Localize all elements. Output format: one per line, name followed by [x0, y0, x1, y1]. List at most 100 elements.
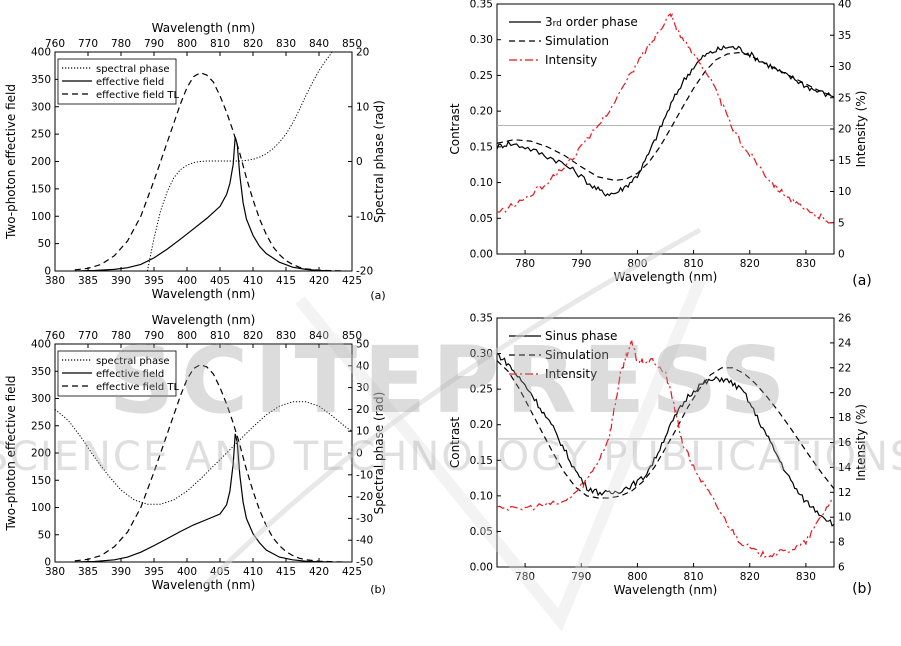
y2-axis-label: Intensity (%) — [854, 91, 868, 168]
series-line-effective-field — [74, 136, 333, 271]
x-tick-label: 390 — [111, 566, 131, 578]
x-tick-label: 410 — [243, 275, 263, 287]
y-tick-label: 0.05 — [470, 526, 493, 538]
x-tick-label: 810 — [684, 571, 704, 583]
x-tick-label: 830 — [796, 571, 816, 583]
y-tick-label: 0.35 — [470, 313, 493, 325]
y-tick-label: 100 — [31, 502, 51, 514]
legend-label: Simulation — [545, 348, 609, 362]
x-tick-label: 420 — [309, 275, 329, 287]
y-tick-label: 0.30 — [470, 348, 493, 360]
y2-tick-label: 8 — [838, 537, 845, 549]
y2-tick-label: 30 — [838, 61, 851, 73]
chart-bottom-left: 380 385 390 395 400 405 410 415 420 425Wavelength… — [4, 313, 386, 596]
top-x-tick-label: 820 — [243, 330, 263, 342]
top-x-tick-label: 830 — [276, 330, 296, 342]
y2-tick-label: 10 — [838, 512, 851, 524]
y2-tick-label: -50 — [356, 557, 373, 569]
y2-tick-label: 40 — [838, 0, 851, 11]
x-tick-label: 405 — [210, 566, 230, 578]
legend-label: spectral phase — [96, 356, 170, 367]
y2-tick-label: 22 — [838, 362, 851, 374]
y-tick-label: 0.00 — [470, 562, 493, 574]
legend-label: spectral phase — [96, 64, 170, 75]
top-x-tick-label: 790 — [144, 330, 164, 342]
top-x-tick-label: 770 — [78, 38, 98, 50]
top-x-tick-label: 840 — [309, 38, 329, 50]
x-axis-label: Wavelength (nm) — [614, 583, 718, 597]
x-tick-label: 380 — [45, 566, 65, 578]
x-tick-label: 400 — [177, 566, 197, 578]
y-tick-label: 0.25 — [470, 384, 493, 396]
legend-label: 3rd order phase — [545, 15, 638, 29]
series-line-spectral-phase — [55, 401, 352, 505]
y-tick-label: 0.05 — [470, 213, 493, 225]
y2-tick-label: 0 — [356, 448, 363, 460]
y2-axis-label: Intensity (%) — [854, 404, 868, 481]
y2-tick-label: 20 — [838, 124, 851, 136]
top-x-tick-label: 780 — [111, 330, 131, 342]
y2-tick-label: 25 — [838, 92, 851, 104]
top-x-tick-label: 850 — [342, 38, 362, 50]
x-tick-label: 820 — [740, 571, 760, 583]
y2-tick-label: 26 — [838, 313, 852, 325]
y2-tick-label: 14 — [838, 462, 852, 474]
y-tick-label: 200 — [31, 156, 51, 168]
x-axis-label: Wavelength (nm) — [152, 287, 256, 301]
y-tick-label: 150 — [31, 475, 51, 487]
y-tick-label: 300 — [31, 101, 51, 113]
top-x-axis-label: Wavelength (nm) — [152, 21, 256, 35]
x-tick-label: 415 — [276, 566, 296, 578]
y2-tick-label: -20 — [356, 266, 373, 278]
y2-tick-label: 0 — [838, 249, 845, 261]
y-tick-label: 50 — [38, 238, 51, 250]
series-line-simulation — [497, 51, 834, 182]
y2-tick-label: -30 — [356, 513, 373, 525]
y2-tick-label: 18 — [838, 412, 851, 424]
y2-tick-label: 10 — [838, 186, 851, 198]
top-x-tick-label: 810 — [210, 38, 230, 50]
y-tick-label: 0.20 — [470, 106, 493, 118]
y-axis-label: Contrast — [448, 103, 462, 155]
legend-label: effective field TL — [96, 382, 180, 393]
top-x-tick-label: 810 — [210, 330, 230, 342]
y-tick-label: 0.25 — [470, 70, 493, 82]
panel-label: (b) — [370, 583, 386, 596]
x-tick-label: 380 — [45, 275, 65, 287]
y-tick-label: 150 — [31, 183, 51, 195]
series-line-spectral-phase — [146, 52, 333, 271]
y-tick-label: 350 — [31, 366, 51, 378]
x-tick-label: 395 — [144, 275, 164, 287]
x-tick-label: 800 — [627, 258, 647, 270]
panel-label: (b) — [852, 581, 872, 597]
chart-top-right: 780 790 800 810 820 830 Wavelength (nm) 0.00 0.0… — [448, 0, 872, 289]
y2-tick-label: 50 — [356, 339, 369, 351]
y-tick-label: 400 — [31, 47, 51, 59]
top-x-tick-label: 760 — [45, 330, 65, 342]
x-tick-label: 790 — [571, 258, 591, 270]
y-tick-label: 400 — [31, 339, 51, 351]
y2-tick-label: 10 — [356, 101, 369, 113]
y-tick-label: 0 — [44, 557, 51, 569]
y-tick-label: 0.00 — [470, 249, 493, 261]
y-tick-label: 0.30 — [470, 34, 493, 46]
x-tick-label: 810 — [684, 258, 704, 270]
y2-tick-label: 40 — [356, 360, 369, 372]
y-tick-label: 0 — [44, 266, 51, 278]
y2-tick-label: -10 — [356, 469, 373, 481]
y2-tick-label: 0 — [356, 156, 363, 168]
y-tick-label: 0.15 — [470, 141, 493, 153]
x-tick-label: 385 — [78, 566, 98, 578]
x-tick-label: 395 — [144, 566, 164, 578]
top-x-tick-label: 770 — [78, 330, 98, 342]
legend-label: Sinus phase — [545, 329, 617, 343]
y2-tick-label: 20 — [356, 47, 369, 59]
y2-axis-label: Spectral phase (rad) — [372, 100, 386, 223]
y2-tick-label: 35 — [838, 30, 851, 42]
top-x-tick-label: 780 — [111, 38, 131, 50]
series-line-effective-field — [74, 433, 333, 562]
y-tick-label: 0.35 — [470, 0, 493, 11]
x-tick-label: 390 — [111, 275, 131, 287]
y2-axis-label: Spectral phase (rad) — [372, 392, 386, 515]
